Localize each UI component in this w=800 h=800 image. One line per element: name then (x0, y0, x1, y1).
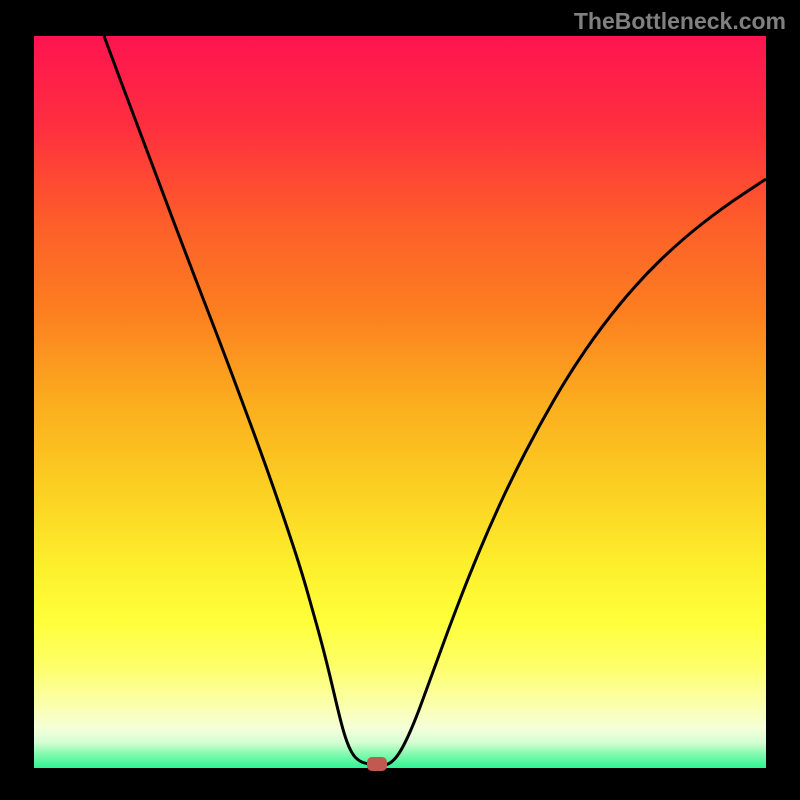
optimum-marker (367, 757, 387, 771)
bottleneck-curve (104, 36, 766, 765)
chart-container: TheBottleneck.com (0, 0, 800, 800)
watermark-text: TheBottleneck.com (574, 8, 786, 35)
plot-area (34, 36, 766, 768)
curve-svg (34, 36, 766, 768)
